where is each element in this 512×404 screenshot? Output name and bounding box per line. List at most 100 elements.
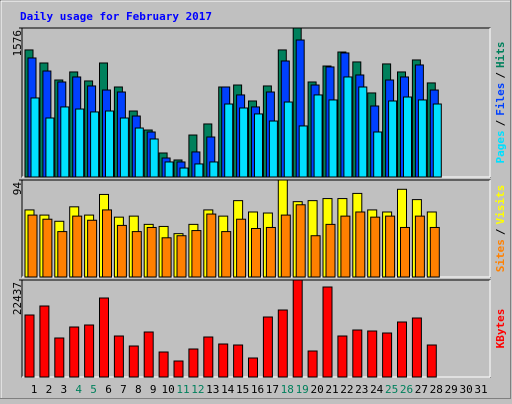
bar bbox=[158, 351, 169, 378]
bar bbox=[87, 219, 98, 278]
bar bbox=[337, 335, 348, 378]
bar bbox=[39, 305, 50, 378]
legend-entry: Sites bbox=[494, 239, 507, 272]
bar bbox=[116, 224, 127, 278]
bar bbox=[161, 237, 172, 278]
bar bbox=[102, 209, 112, 278]
bar bbox=[343, 76, 353, 178]
bar bbox=[221, 231, 232, 278]
x-tick-label: 24 bbox=[370, 383, 384, 396]
x-tick-label: 13 bbox=[206, 383, 219, 396]
bar bbox=[355, 211, 366, 278]
legend-separator: / bbox=[494, 72, 507, 79]
x-tick-label: 21 bbox=[325, 383, 338, 396]
x-tick-label: 2 bbox=[46, 383, 53, 396]
bar bbox=[30, 97, 40, 178]
bar bbox=[191, 230, 202, 278]
bar bbox=[385, 215, 396, 278]
bar bbox=[75, 108, 85, 178]
x-tick-label: 8 bbox=[135, 383, 142, 396]
bar bbox=[292, 279, 303, 378]
bar bbox=[367, 330, 378, 378]
x-tick-label: 4 bbox=[75, 383, 82, 396]
bar bbox=[188, 348, 199, 378]
x-tick-label: 30 bbox=[459, 383, 472, 396]
bar bbox=[173, 360, 184, 378]
bar bbox=[218, 343, 229, 378]
bar bbox=[194, 163, 204, 178]
bar bbox=[149, 138, 159, 178]
bar bbox=[105, 110, 114, 178]
x-tick-label: 7 bbox=[120, 383, 127, 396]
x-tick-label: 5 bbox=[90, 383, 97, 396]
bar bbox=[262, 316, 273, 378]
x-tick-label: 31 bbox=[474, 383, 487, 396]
bar bbox=[131, 231, 142, 278]
legend-entry: Pages bbox=[494, 130, 507, 163]
bar bbox=[42, 218, 53, 278]
bar bbox=[176, 235, 187, 278]
bar bbox=[179, 167, 189, 178]
bar bbox=[295, 204, 306, 278]
legend-entry: KBytes bbox=[494, 309, 507, 349]
x-tick-label: 17 bbox=[266, 383, 279, 396]
bar bbox=[352, 329, 363, 378]
x-tick-label: 3 bbox=[60, 383, 67, 396]
legend: Pages / Files / Hits bbox=[494, 42, 507, 164]
x-tick-label: 18 bbox=[281, 383, 294, 396]
bar bbox=[328, 99, 338, 178]
bar bbox=[45, 117, 55, 178]
bar bbox=[134, 127, 144, 178]
bar bbox=[72, 215, 83, 278]
x-tick-label: 1 bbox=[31, 383, 38, 396]
legend: Sites / Visits bbox=[494, 185, 507, 273]
x-tick-label: 10 bbox=[161, 383, 174, 396]
x-tick-label: 20 bbox=[310, 383, 323, 396]
bar bbox=[203, 336, 214, 378]
chart-title: Daily usage for February 2017 bbox=[20, 10, 212, 23]
bar bbox=[280, 214, 291, 278]
bar bbox=[164, 161, 174, 178]
x-tick-label: 6 bbox=[105, 383, 112, 396]
x-tick-label: 11 bbox=[176, 383, 189, 396]
bar bbox=[236, 218, 247, 278]
bar bbox=[128, 345, 139, 378]
legend-entry: Files bbox=[494, 83, 507, 116]
x-tick-label: 28 bbox=[430, 383, 443, 396]
bar bbox=[298, 125, 308, 178]
x-tick-label: 14 bbox=[221, 383, 235, 396]
bar bbox=[307, 350, 318, 378]
bar bbox=[417, 99, 427, 178]
bar bbox=[414, 215, 425, 278]
bar bbox=[54, 337, 65, 378]
bar bbox=[251, 228, 261, 278]
bar bbox=[113, 335, 124, 378]
bar bbox=[90, 111, 100, 178]
bar bbox=[239, 107, 249, 178]
bar bbox=[322, 286, 333, 378]
bar bbox=[310, 235, 321, 278]
bar bbox=[358, 86, 368, 178]
bar bbox=[57, 231, 68, 278]
bar bbox=[265, 226, 276, 278]
bar bbox=[340, 215, 351, 278]
bar bbox=[373, 131, 383, 178]
y-tick-label: 1576 bbox=[11, 30, 24, 57]
bar bbox=[370, 216, 381, 278]
bar bbox=[84, 324, 95, 378]
bar bbox=[206, 213, 217, 278]
bar bbox=[119, 117, 129, 178]
bar bbox=[313, 94, 323, 178]
bar bbox=[400, 226, 410, 278]
bar bbox=[254, 113, 263, 178]
bar bbox=[432, 103, 442, 178]
bar bbox=[277, 309, 288, 378]
bar bbox=[426, 344, 437, 378]
bar bbox=[429, 226, 440, 278]
y-tick-label: 22437 bbox=[11, 282, 24, 315]
x-tick-label: 9 bbox=[150, 383, 157, 396]
x-tick-label: 25 bbox=[385, 383, 398, 396]
legend-entry: Hits bbox=[494, 42, 507, 69]
bar bbox=[24, 314, 35, 378]
